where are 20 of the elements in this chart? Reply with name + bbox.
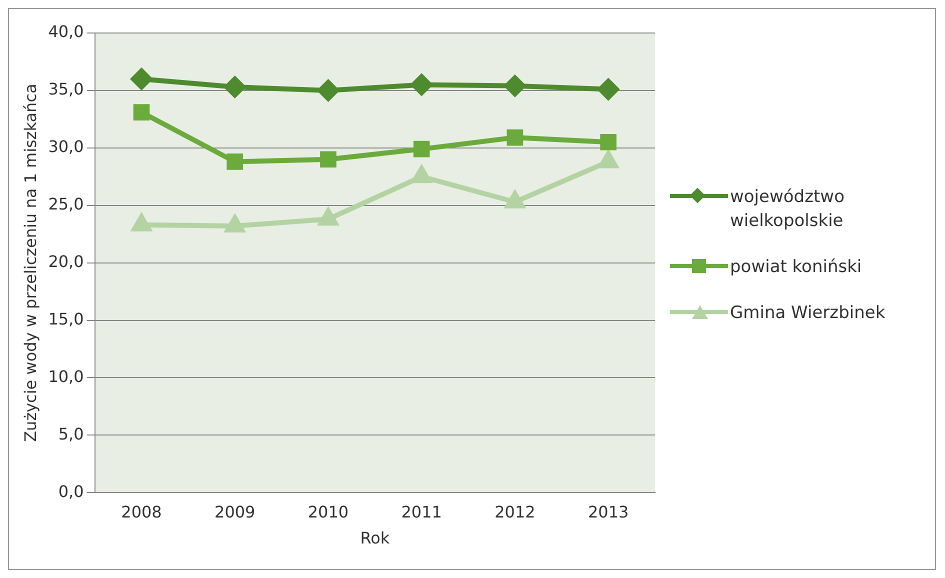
x-tick-label: 2010 [308, 502, 349, 522]
y-tick-label: 40,0 [48, 22, 84, 42]
legend-label: powiat koniński [730, 256, 862, 279]
x-tick-label: 2009 [214, 502, 256, 522]
y-tick-label: 30,0 [48, 137, 84, 156]
y-tick-label: 25,0 [48, 194, 84, 214]
x-tick-label: 2008 [121, 502, 162, 522]
x-tick-label: 2012 [494, 502, 536, 522]
x-tick-label: 2011 [401, 502, 442, 522]
y-tick-label: 10,0 [48, 366, 84, 386]
y-tick-label: 0,0 [58, 482, 84, 501]
y-tick-label: 15,0 [48, 309, 84, 328]
x-axis-title: Rok [360, 528, 390, 548]
y-tick-label: 5,0 [58, 424, 84, 444]
y-axis-title: Zużycie wody w przeliczeniu na 1 miszkańca [20, 84, 40, 442]
legend-label: Gmina Wierzbinek [730, 302, 886, 325]
y-tick-label: 20,0 [48, 252, 84, 271]
legend-label: województwo wielkopolskie [730, 186, 846, 233]
x-tick-label: 2013 [588, 502, 629, 522]
y-tick-label: 35,0 [48, 80, 84, 99]
